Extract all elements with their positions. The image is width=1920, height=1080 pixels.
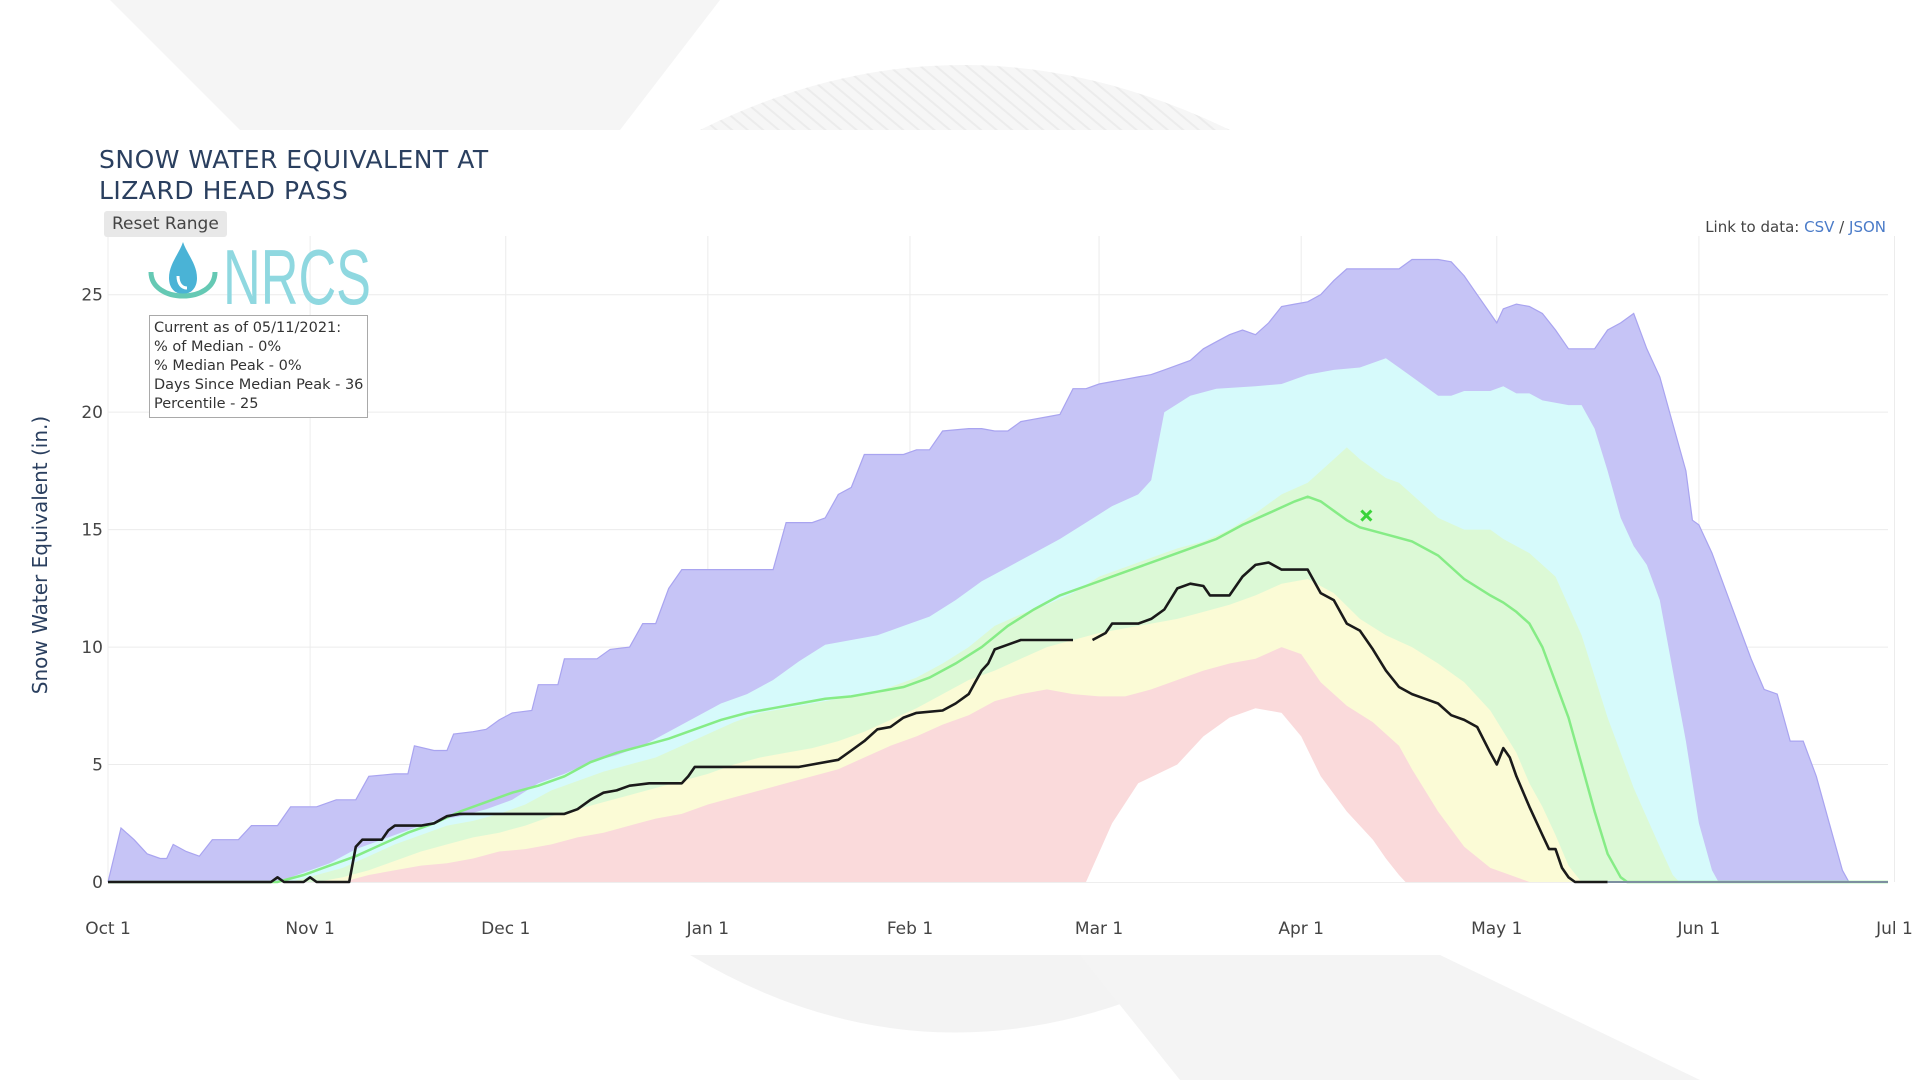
y-axis-ticks: 0 5 10 15 20 25 [81, 286, 103, 893]
nrcs-logo: NRCS [148, 238, 371, 314]
chart-title: SNOW WATER EQUIVALENT AT LIZARD HEAD PAS… [99, 144, 489, 206]
y-tick-label: 20 [81, 403, 103, 423]
x-tick-label: Feb 1 [887, 919, 933, 939]
info-percent-median: % of Median - 0% [154, 339, 282, 355]
current-status-box: Current as of 05/11/2021: % of Median - … [149, 315, 369, 418]
water-cup-icon [148, 271, 218, 299]
json-link[interactable]: JSON [1849, 218, 1886, 236]
max-line [107, 258, 1888, 883]
info-percentile: Percentile - 25 [154, 396, 259, 412]
info-current-as-of: Current as of 05/11/2021: [154, 320, 342, 336]
percentile-bands [108, 259, 1888, 882]
y-tick-label: 15 [81, 521, 103, 541]
x-tick-label: Jul 1 [1875, 919, 1913, 939]
y-tick-label: 10 [81, 638, 103, 658]
x-tick-label: Jan 1 [686, 919, 729, 939]
y-tick-label: 5 [92, 756, 103, 776]
x-tick-label: Mar 1 [1075, 919, 1123, 939]
csv-link[interactable]: CSV [1804, 218, 1835, 236]
water-drop-highlight [176, 275, 188, 290]
info-days-since-peak: Days Since Median Peak - 36 [154, 377, 364, 393]
median-peak-marker [1360, 509, 1373, 522]
bg-shape-top-arc [700, 65, 1230, 130]
x-tick-label: Dec 1 [481, 919, 530, 939]
reset-range-button[interactable]: Reset Range [104, 211, 227, 237]
water-drop-icon [169, 242, 197, 294]
link-separator: / [1839, 218, 1845, 236]
current-year-line [108, 561, 1608, 884]
bg-shape-top-left [110, 0, 720, 130]
bg-shape-bottom-right [1080, 955, 1700, 1080]
x-tick-label: May 1 [1471, 919, 1522, 939]
median-peak-marker-stroke [1360, 509, 1373, 522]
series-lines [107, 258, 1888, 884]
bg-shape-bottom-arc [690, 955, 1230, 1033]
x-tick-label: Nov 1 [285, 919, 334, 939]
x-tick-label: Oct 1 [85, 919, 131, 939]
info-percent-median-peak: % Median Peak - 0% [154, 358, 302, 374]
median-line [108, 495, 1888, 884]
chart-title-line-2: LIZARD HEAD PASS [99, 176, 349, 205]
lower-band-area [108, 647, 1888, 882]
x-axis-ticks: Oct 1 Nov 1 Dec 1 Jan 1 Feb 1 Mar 1 Apr 1 May 1… [85, 919, 1913, 939]
y-axis-label: Snow Water Equivalent (in.) [28, 416, 52, 694]
y-tick-label: 25 [81, 286, 103, 306]
link-to-data-label: Link to data: [1705, 218, 1800, 236]
y-tick-label: 0 [92, 873, 103, 893]
x-tick-label: Apr 1 [1278, 919, 1324, 939]
chart-markers [1360, 509, 1373, 522]
logo-text: NRCS [223, 238, 371, 314]
chart-title-line-1: SNOW WATER EQUIVALENT AT [99, 145, 489, 174]
x-tick-label: Jun 1 [1677, 919, 1721, 939]
link-to-data: Link to data: CSV / JSON [1705, 218, 1886, 236]
